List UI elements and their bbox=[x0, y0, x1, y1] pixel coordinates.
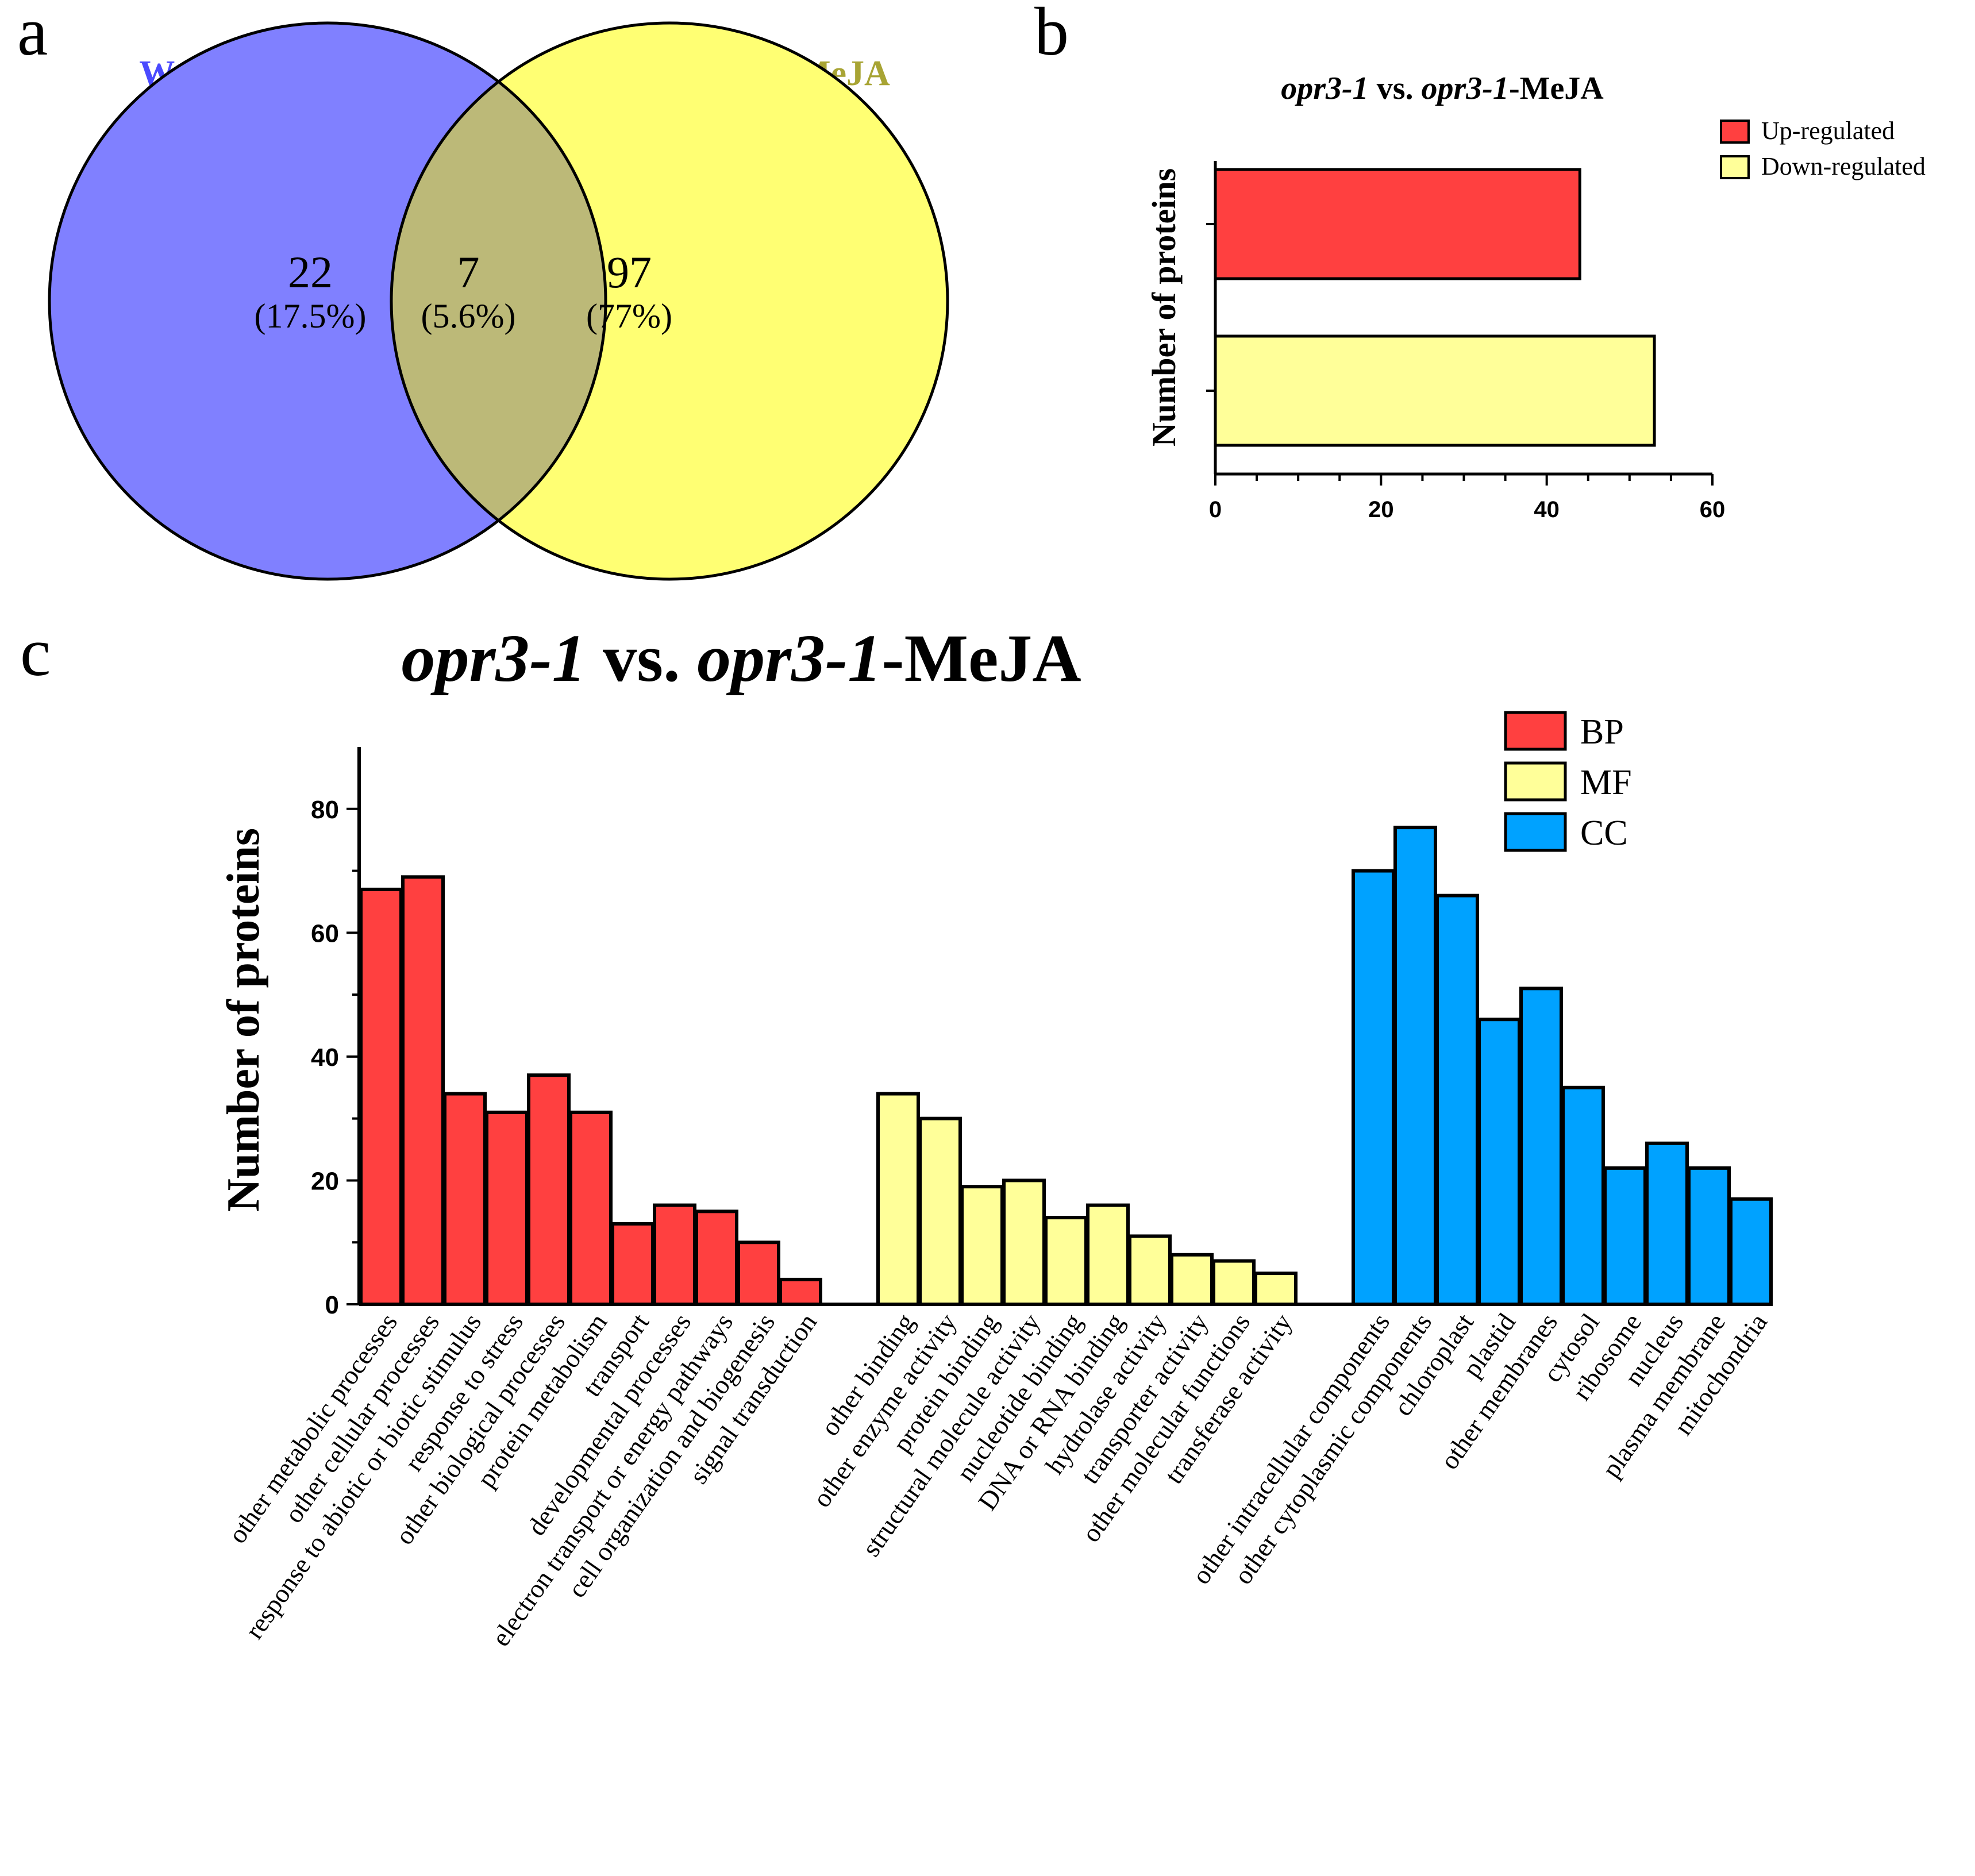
panel-b-xtick-label: 40 bbox=[1534, 497, 1560, 522]
venn-overlap-pct: (5.6%) bbox=[421, 297, 516, 335]
bar-cc-nucleus bbox=[1645, 1141, 1689, 1307]
bar-cc-other-intracellular-components bbox=[1352, 869, 1395, 1306]
venn-left-outline bbox=[48, 21, 607, 581]
venn-right-pct: (77%) bbox=[586, 297, 672, 335]
bar-mf-other-binding bbox=[876, 1092, 920, 1306]
legend-swatch-mf bbox=[1504, 761, 1567, 802]
venn-panel: a Ws vs. Ws-MeJA opr3-1 vs. opr3-1-MeJA … bbox=[17, 0, 949, 581]
bar-cc-other-cytoplasmic-components bbox=[1393, 826, 1437, 1306]
bar-bp-protein-metabolism bbox=[569, 1110, 613, 1307]
legend-label-cc: CC bbox=[1580, 814, 1628, 853]
bar-cc-plastid bbox=[1477, 1018, 1521, 1306]
panel-c-ytick-label: 80 bbox=[311, 796, 339, 824]
panel-c-ytick-label: 0 bbox=[325, 1291, 339, 1319]
panel-c-letter: c bbox=[20, 614, 51, 690]
bar-cc-other-membranes bbox=[1519, 987, 1563, 1307]
bar-mf-transferase-activity bbox=[1254, 1272, 1298, 1306]
panel-a-letter: a bbox=[17, 0, 48, 70]
bar-mf-other-molecular-functions bbox=[1212, 1259, 1256, 1307]
panel-b-letter: b bbox=[1034, 0, 1069, 70]
legend-swatch-cc bbox=[1504, 812, 1567, 852]
legend-swatch-up-regulated bbox=[1720, 120, 1750, 144]
legend-label-down-regulated: Down-regulated bbox=[1761, 152, 1926, 180]
bar-down-regulated bbox=[1214, 334, 1656, 447]
panel-b-xtick-label: 0 bbox=[1209, 497, 1222, 522]
bar-bp-response-to-stress bbox=[485, 1110, 529, 1307]
bar-mf-dna-or-rna-binding bbox=[1086, 1203, 1130, 1307]
bar-mf-nucleotide-binding bbox=[1044, 1216, 1088, 1306]
bar-bp-response-to-abiotic-or-biotic-stimulus bbox=[443, 1092, 487, 1306]
panel-c-ytick-label: 40 bbox=[311, 1043, 339, 1072]
panel-c-legend: BP MF CC bbox=[1504, 711, 1632, 853]
bar-bp-cell-organization-and-biogenesis bbox=[737, 1241, 780, 1306]
panel-c-title: opr3-1 vs. opr3-1-MeJA bbox=[401, 621, 1081, 696]
bar-up-regulated bbox=[1214, 168, 1581, 280]
bar-bp-electron-transport-or-energy-pathways bbox=[695, 1209, 738, 1306]
bar-cc-ribosome bbox=[1603, 1166, 1647, 1307]
bar-bp-other-metabolic-processes bbox=[359, 887, 403, 1306]
legend-label-up-regulated: Up-regulated bbox=[1761, 117, 1895, 145]
panel-b-plot: 0 20 40 60 bbox=[1206, 161, 1725, 522]
bar-bp-other-biological-processes bbox=[527, 1073, 571, 1306]
bar-bp-developmental-processes bbox=[653, 1203, 696, 1307]
legend-swatch-bp bbox=[1504, 711, 1567, 751]
bar-mf-transporter-activity bbox=[1170, 1253, 1214, 1307]
legend-label-mf: MF bbox=[1580, 763, 1632, 802]
panel-b-ylabel: Number of proteins bbox=[1145, 168, 1183, 446]
venn-right-outline bbox=[390, 21, 949, 581]
panel-b-legend: Up-regulated Down-regulated bbox=[1720, 117, 1926, 180]
panel-c-ylabel: Number of proteins bbox=[218, 828, 269, 1212]
go-bar-panel: c opr3-1 vs. opr3-1-MeJA Number of prote… bbox=[20, 614, 1773, 1651]
bar-bp-signal-transduction bbox=[779, 1277, 822, 1307]
legend-swatch-down-regulated bbox=[1720, 155, 1750, 179]
bar-bp-other-cellular-processes bbox=[401, 875, 445, 1307]
venn-overlap-count: 7 bbox=[457, 247, 480, 297]
regulation-bar-panel: b opr3-1 vs. opr3-1-MeJA Number of prote… bbox=[1034, 0, 1926, 522]
panel-c-ytick-label: 60 bbox=[311, 919, 339, 947]
bar-mf-structural-molecule-activity bbox=[1002, 1178, 1046, 1306]
panel-c-ytick-label: 20 bbox=[311, 1167, 339, 1195]
bar-cc-mitochondria bbox=[1729, 1197, 1773, 1307]
bar-cc-cytosol bbox=[1561, 1085, 1605, 1307]
bar-cc-chloroplast bbox=[1435, 893, 1479, 1306]
venn-left-pct: (17.5%) bbox=[255, 297, 367, 335]
panel-b-xtick-label: 20 bbox=[1368, 497, 1394, 522]
bar-mf-protein-binding bbox=[960, 1185, 1004, 1306]
panel-b-title: opr3-1 vs. opr3-1-MeJA bbox=[1281, 71, 1604, 106]
legend-label-bp: BP bbox=[1580, 712, 1624, 752]
venn-overlap-region bbox=[391, 23, 606, 579]
venn-left-count: 22 bbox=[288, 247, 333, 297]
bar-bp-transport bbox=[611, 1222, 655, 1307]
bar-cc-plasma-membrane bbox=[1687, 1166, 1731, 1307]
bar-mf-other-enzyme-activity bbox=[918, 1116, 962, 1306]
venn-right-count: 97 bbox=[607, 247, 652, 297]
panel-b-xtick-label: 60 bbox=[1700, 497, 1726, 522]
bar-mf-hydrolase-activity bbox=[1128, 1234, 1172, 1306]
